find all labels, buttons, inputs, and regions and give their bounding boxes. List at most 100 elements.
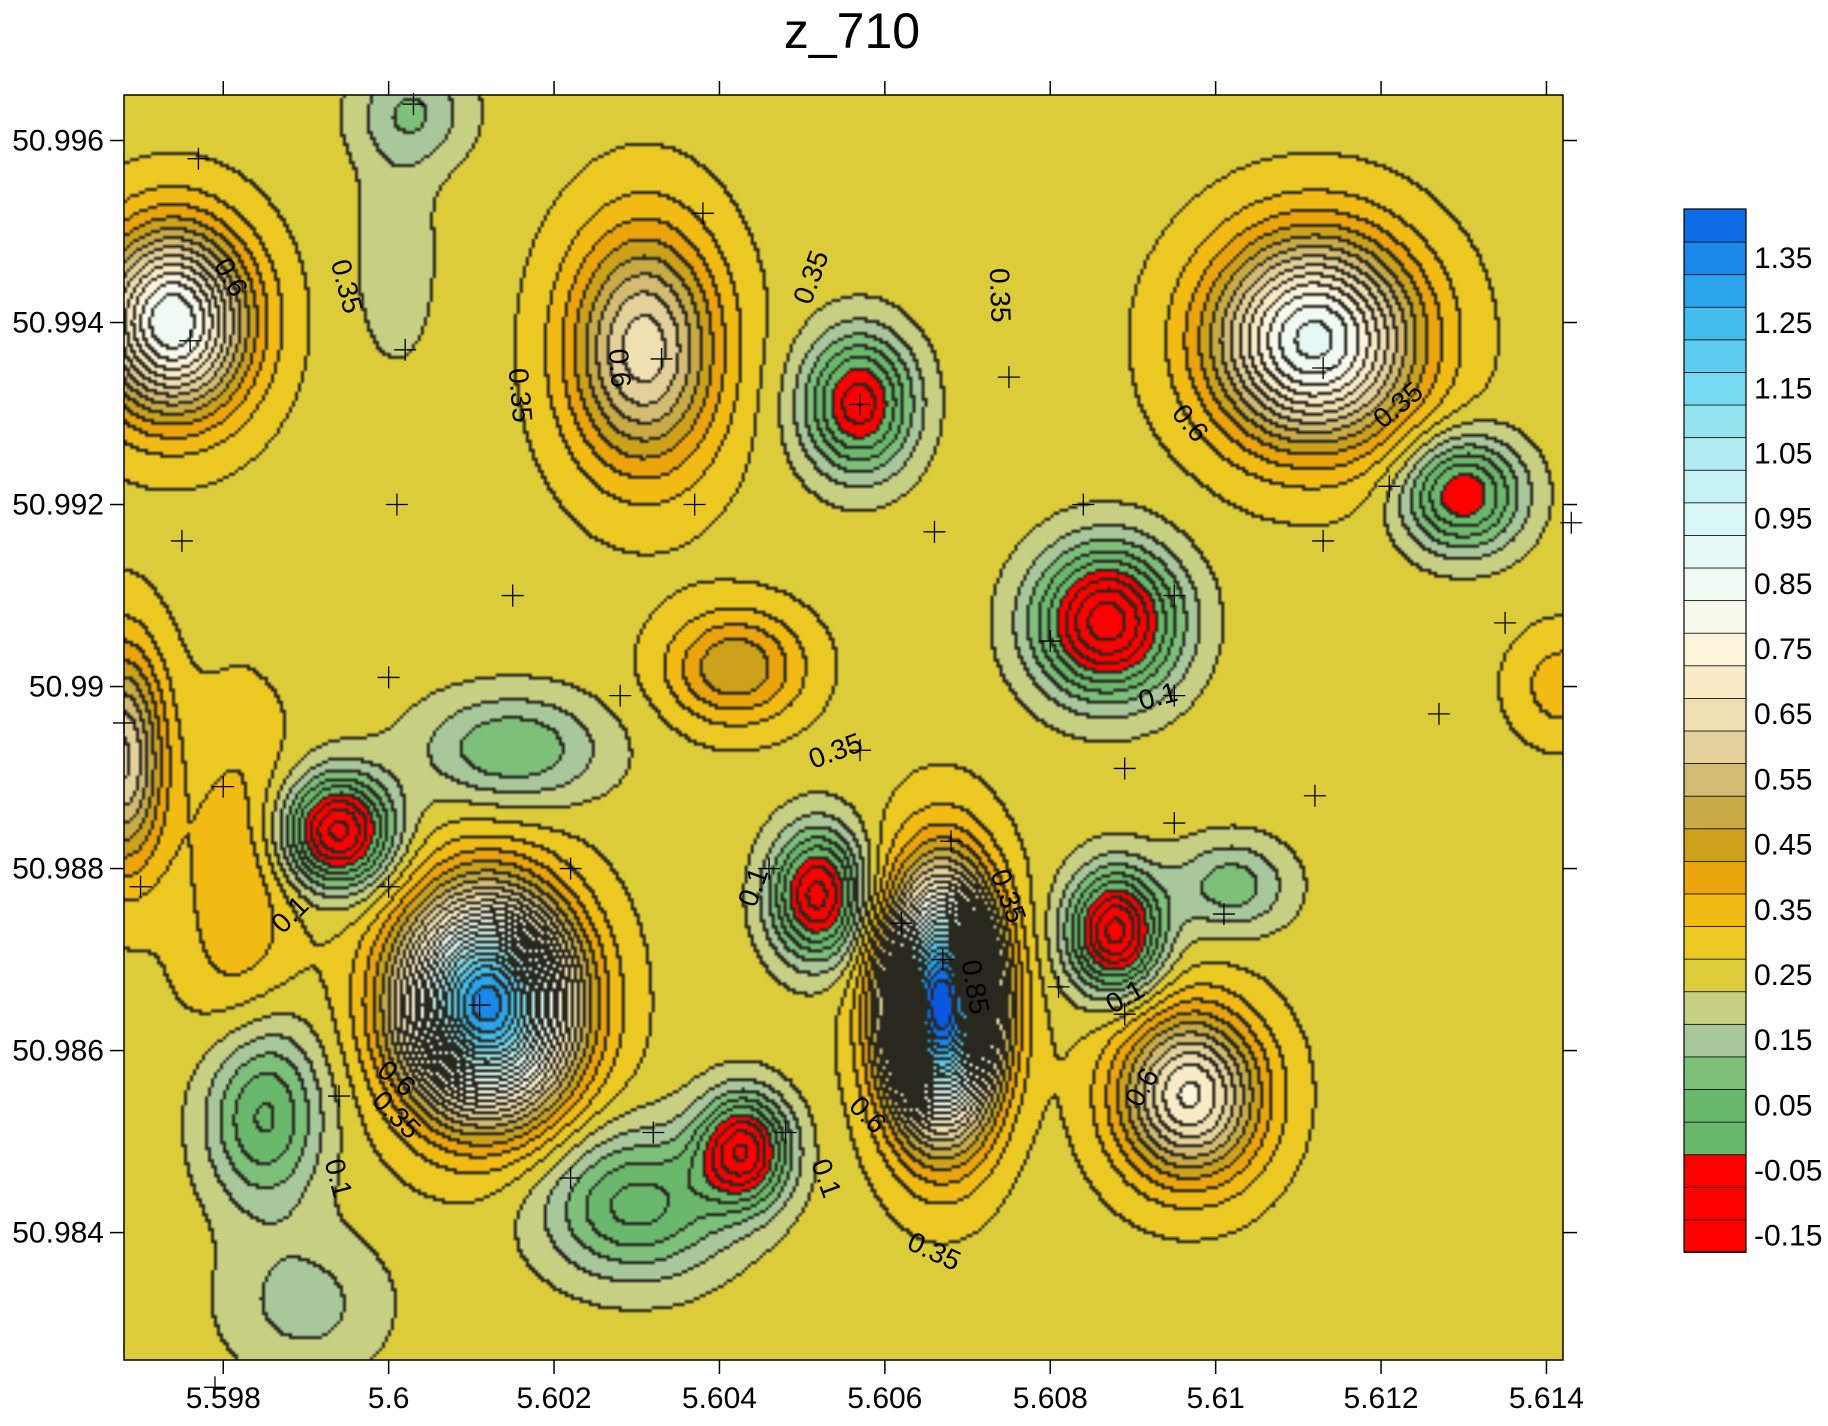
sample-point-marker	[187, 147, 210, 170]
colorbar-label: 0.45	[1754, 829, 1812, 862]
colorbar-band	[1683, 1121, 1747, 1156]
colorbar-band	[1683, 762, 1747, 797]
sample-point-marker	[1494, 611, 1517, 634]
x-tick-label: 5.61	[1186, 1382, 1244, 1415]
x-tick-label: 5.602	[517, 1382, 592, 1415]
colorbar-band	[1683, 827, 1747, 862]
sample-point-marker	[402, 93, 425, 116]
colorbar-label: 1.25	[1754, 307, 1812, 340]
colorbar-band	[1683, 1088, 1747, 1123]
x-tick-label: 5.608	[1013, 1382, 1088, 1415]
colorbar-band	[1683, 599, 1747, 634]
colorbar-band	[1683, 469, 1747, 504]
y-tick-label: 50.99	[29, 671, 104, 704]
sample-point-marker	[923, 520, 946, 543]
colorbar: 1.35 1.25 1.15 1.05 0.95 0.85 0.75 0.65 0.55 0.45…	[1683, 208, 1822, 1253]
x-tick-label: 5.606	[847, 1382, 922, 1415]
sample-point-marker	[394, 338, 417, 361]
sample-point-marker	[849, 393, 872, 416]
chart-title: z_710	[784, 3, 920, 59]
colorbar-band	[1683, 338, 1747, 373]
sample-point-marker	[1163, 684, 1186, 707]
sample-point-marker	[1303, 784, 1326, 807]
sample-point-marker	[997, 366, 1020, 389]
sample-point-marker	[170, 529, 193, 552]
sample-point-marker	[129, 875, 152, 898]
sample-point-marker	[559, 857, 582, 880]
sample-point-marker	[931, 948, 954, 971]
colorbar-band	[1683, 664, 1747, 699]
sample-point-marker	[849, 739, 872, 762]
colorbar-band	[1683, 990, 1747, 1025]
x-axis: 5.598 5.6 5.602 5.604 5.606 5.608 5.61 5.612 5.6…	[186, 81, 1584, 1415]
sample-point-marker	[650, 347, 673, 370]
colorbar-band	[1683, 306, 1747, 341]
colorbar-label: 0.55	[1754, 763, 1812, 796]
sample-point-marker	[501, 584, 524, 607]
colorbar-label: 0.25	[1754, 959, 1812, 992]
x-tick-label: 5.604	[682, 1382, 757, 1415]
colorbar-label: 0.15	[1754, 1024, 1812, 1057]
sample-point-marker	[1113, 1003, 1136, 1026]
sample-point-marker	[203, 1376, 226, 1399]
y-axis: 50.996 50.994 50.992 50.99 50.988 50.986 50.98…	[12, 125, 1577, 1250]
sample-point-marker	[1072, 493, 1095, 516]
colorbar-band	[1683, 697, 1747, 732]
sample-point-marker	[683, 493, 706, 516]
colorbar-band	[1683, 1153, 1747, 1188]
sample-point-marker	[385, 493, 408, 516]
sample-point-marker	[1378, 475, 1401, 498]
y-tick-label: 50.986	[12, 1035, 104, 1068]
sample-point-marker	[609, 684, 632, 707]
sample-point-marker	[468, 994, 491, 1017]
colorbar-band	[1683, 567, 1747, 602]
colorbar-band	[1683, 208, 1747, 243]
y-tick-label: 50.996	[12, 125, 104, 158]
plot-area: 0.6 0.350.60.350.35 0.350.6 0.350.10.350.10…	[113, 93, 1583, 1399]
sample-point-marker	[328, 1085, 351, 1108]
colorbar-band	[1683, 1023, 1747, 1058]
y-tick-label: 50.984	[12, 1217, 104, 1250]
colorbar-label: 0.75	[1754, 633, 1812, 666]
colorbar-label: 0.05	[1754, 1089, 1812, 1122]
sample-point-marker	[179, 329, 202, 352]
sample-point-marker	[890, 912, 913, 935]
sample-point-marker	[1312, 357, 1335, 380]
colorbar-band	[1683, 1056, 1747, 1090]
sample-point-marker	[774, 1121, 797, 1144]
x-tick-label: 5.6	[368, 1382, 410, 1415]
colorbar-label: 0.35	[1754, 894, 1812, 927]
x-tick-label: 5.614	[1509, 1382, 1584, 1415]
colorbar-band	[1683, 925, 1747, 960]
colorbar-band	[1683, 893, 1747, 927]
sample-point-marker	[758, 857, 781, 880]
colorbar-label: 0.85	[1754, 568, 1812, 601]
colorbar-band	[1683, 730, 1747, 764]
sample-point-marker	[642, 1121, 665, 1144]
colorbar-label: 1.05	[1754, 437, 1812, 470]
y-tick-label: 50.994	[12, 307, 104, 340]
sample-point-marker	[1047, 975, 1070, 998]
contour-label: 0.35	[503, 367, 539, 424]
sample-point-marker	[691, 202, 714, 225]
y-tick-label: 50.988	[12, 853, 104, 886]
contour-fill	[124, 95, 1563, 1360]
contour-label: 0.35	[984, 267, 1017, 323]
sample-point-marker	[1427, 702, 1450, 725]
colorbar-band	[1683, 1219, 1747, 1253]
colorbar-band	[1683, 436, 1747, 471]
colorbar-band	[1683, 795, 1747, 830]
colorbar-label: 1.15	[1754, 372, 1812, 405]
colorbar-label: 0.65	[1754, 698, 1812, 731]
colorbar-band	[1683, 241, 1747, 276]
colorbar-band	[1683, 534, 1747, 569]
sample-point-marker	[113, 711, 135, 734]
sample-point-marker	[559, 1166, 582, 1189]
x-tick-label: 5.598	[186, 1382, 261, 1415]
sample-point-markers	[113, 93, 1583, 1399]
sample-point-marker	[940, 830, 963, 853]
colorbar-band	[1683, 501, 1747, 536]
colorbar-band	[1683, 371, 1747, 406]
colorbar-band	[1683, 404, 1747, 439]
